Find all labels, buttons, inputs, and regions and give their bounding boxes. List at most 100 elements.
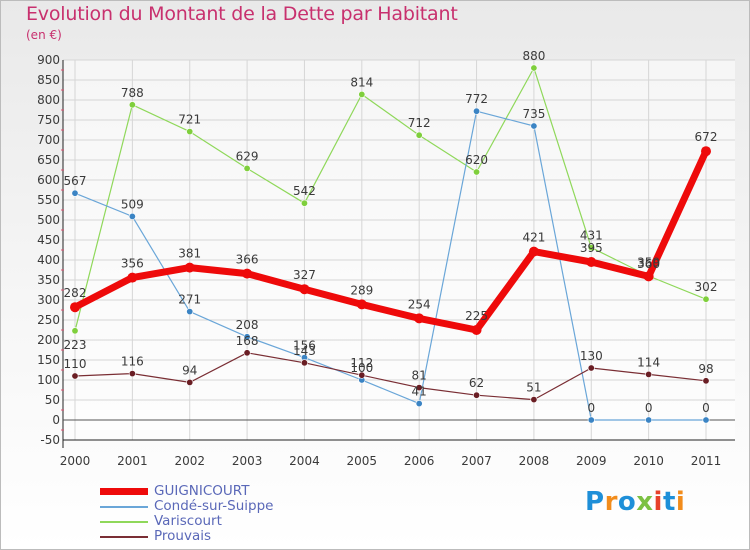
data-label: 360: [637, 257, 660, 271]
data-point: [415, 400, 423, 408]
legend-label: Condé-sur-Suippe: [154, 498, 274, 514]
data-label: 110: [64, 357, 87, 371]
logo-letter: i: [675, 487, 686, 517]
data-point: [356, 299, 367, 310]
chart-unit: (en €): [26, 28, 62, 42]
y-tick-label: 0: [52, 413, 60, 427]
data-label: 542: [293, 184, 316, 198]
data-label: 421: [522, 231, 545, 245]
legend-swatch: [100, 520, 148, 523]
x-tick-label: 2007: [461, 454, 492, 468]
data-point: [415, 384, 423, 392]
data-point: [702, 295, 710, 303]
data-label: 0: [645, 401, 653, 415]
data-label: 81: [412, 369, 427, 383]
data-label: 208: [236, 318, 259, 332]
data-point: [414, 313, 425, 324]
data-point: [186, 128, 194, 136]
data-point: [243, 164, 251, 172]
data-point: [184, 262, 195, 273]
data-point: [300, 199, 308, 207]
data-label: 62: [469, 376, 484, 390]
data-point: [530, 396, 538, 404]
data-point: [528, 246, 539, 257]
logo-letter: r: [604, 487, 618, 517]
data-label: 302: [695, 280, 718, 294]
data-point: [300, 359, 308, 367]
data-label: 629: [236, 149, 259, 163]
data-label: 254: [408, 297, 431, 311]
data-label: 509: [121, 197, 144, 211]
data-label: 356: [121, 257, 144, 271]
data-point: [128, 370, 136, 378]
y-tick-label: 500: [37, 213, 60, 227]
x-tick-label: 2009: [576, 454, 607, 468]
data-label: 51: [526, 381, 541, 395]
data-label: 0: [702, 401, 710, 415]
legend-swatch: [100, 535, 148, 538]
y-tick-label: 650: [37, 153, 60, 167]
data-label: 735: [522, 107, 545, 121]
data-label: 168: [236, 334, 259, 348]
data-point: [530, 122, 538, 130]
data-point: [71, 372, 79, 380]
data-point: [587, 416, 595, 424]
data-point: [702, 377, 710, 385]
data-point: [702, 416, 710, 424]
legend-item-variscourt: Variscourt: [100, 514, 273, 529]
data-point: [643, 271, 654, 282]
legend-item-guignicourt: GUIGNICOURT: [100, 484, 273, 499]
data-point: [186, 378, 194, 386]
logo-letter: i: [653, 487, 663, 517]
data-label: 880: [522, 49, 545, 63]
data-label: 225: [465, 309, 488, 323]
data-point: [128, 101, 136, 109]
data-label: 143: [293, 344, 316, 358]
y-tick-label: 300: [37, 293, 60, 307]
x-tick-label: 2005: [347, 454, 378, 468]
logo-letter: o: [617, 487, 637, 517]
logo-letter: P: [585, 487, 605, 517]
data-label: 282: [64, 286, 87, 300]
data-point: [71, 327, 79, 335]
x-tick-label: 2006: [404, 454, 435, 468]
y-tick-label: 100: [37, 373, 60, 387]
data-point: [242, 268, 253, 279]
data-point: [473, 391, 481, 399]
x-tick-label: 2010: [633, 454, 664, 468]
data-point: [127, 272, 138, 283]
y-tick-label: 800: [37, 93, 60, 107]
data-label: 130: [580, 349, 603, 363]
x-tick-label: 2000: [60, 454, 91, 468]
x-tick-label: 2003: [232, 454, 263, 468]
proxiti-logo: Proxiti: [585, 487, 685, 517]
x-tick-label: 2011: [691, 454, 722, 468]
legend-label: Prouvais: [154, 528, 212, 544]
legend-swatch: [100, 488, 148, 495]
data-label: 41: [412, 385, 427, 399]
series-line-prouvais: [74, 352, 707, 401]
data-point: [586, 257, 597, 267]
data-point: [645, 416, 653, 424]
data-point: [587, 244, 595, 252]
y-tick-label: 550: [37, 193, 60, 207]
data-label: 289: [350, 283, 373, 297]
y-tick-label: 450: [37, 233, 60, 247]
data-point: [701, 146, 711, 157]
data-label: 98: [698, 362, 713, 376]
data-point: [473, 168, 481, 176]
data-label: 395: [580, 241, 603, 255]
data-label: 381: [178, 247, 201, 261]
legend-label: GUIGNICOURT: [154, 483, 250, 499]
legend-label: Variscourt: [154, 513, 222, 529]
logo-letter: t: [662, 487, 676, 517]
y-tick-label: -50: [40, 433, 60, 447]
data-point: [128, 212, 136, 220]
data-point: [587, 364, 595, 372]
y-tick-label: 850: [37, 73, 60, 87]
data-label: 100: [350, 361, 373, 375]
y-tick-label: 350: [37, 273, 60, 287]
y-tick-label: 750: [37, 113, 60, 127]
x-tick-label: 2002: [174, 454, 205, 468]
data-point: [299, 284, 310, 295]
